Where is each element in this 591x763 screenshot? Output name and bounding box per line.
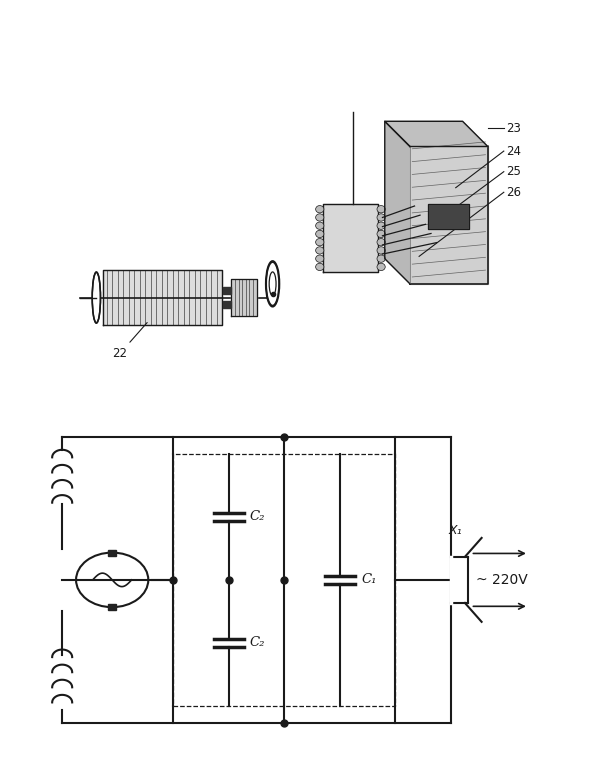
Ellipse shape — [377, 239, 385, 246]
Ellipse shape — [316, 222, 324, 230]
Polygon shape — [232, 279, 256, 316]
Ellipse shape — [377, 205, 385, 213]
Text: 26: 26 — [506, 185, 521, 199]
Ellipse shape — [316, 239, 324, 246]
Ellipse shape — [316, 214, 324, 221]
Polygon shape — [428, 204, 469, 229]
Text: 22: 22 — [112, 323, 147, 360]
Ellipse shape — [377, 246, 385, 254]
Ellipse shape — [377, 255, 385, 262]
Polygon shape — [410, 146, 488, 284]
Ellipse shape — [377, 214, 385, 221]
Ellipse shape — [316, 246, 324, 254]
Polygon shape — [103, 270, 222, 325]
Ellipse shape — [266, 262, 279, 305]
Polygon shape — [108, 549, 116, 555]
Ellipse shape — [92, 272, 100, 323]
Polygon shape — [223, 288, 232, 294]
Ellipse shape — [316, 255, 324, 262]
Text: C₂: C₂ — [250, 510, 265, 523]
Ellipse shape — [269, 272, 276, 296]
Ellipse shape — [316, 263, 324, 271]
Polygon shape — [323, 204, 378, 272]
Text: ~ 220V: ~ 220V — [476, 573, 528, 587]
Ellipse shape — [316, 205, 324, 213]
Polygon shape — [385, 121, 488, 146]
Ellipse shape — [377, 263, 385, 271]
Text: C₁: C₁ — [361, 573, 376, 587]
Polygon shape — [385, 121, 410, 284]
Text: 23: 23 — [506, 121, 521, 135]
Ellipse shape — [377, 230, 385, 237]
Text: C₂: C₂ — [250, 636, 265, 649]
Text: 24: 24 — [506, 144, 521, 158]
Text: X₁: X₁ — [448, 523, 462, 536]
Polygon shape — [108, 604, 116, 610]
Ellipse shape — [316, 230, 324, 237]
Ellipse shape — [377, 222, 385, 230]
Text: 25: 25 — [506, 165, 521, 179]
Bar — [173, 454, 395, 706]
Polygon shape — [223, 301, 232, 307]
